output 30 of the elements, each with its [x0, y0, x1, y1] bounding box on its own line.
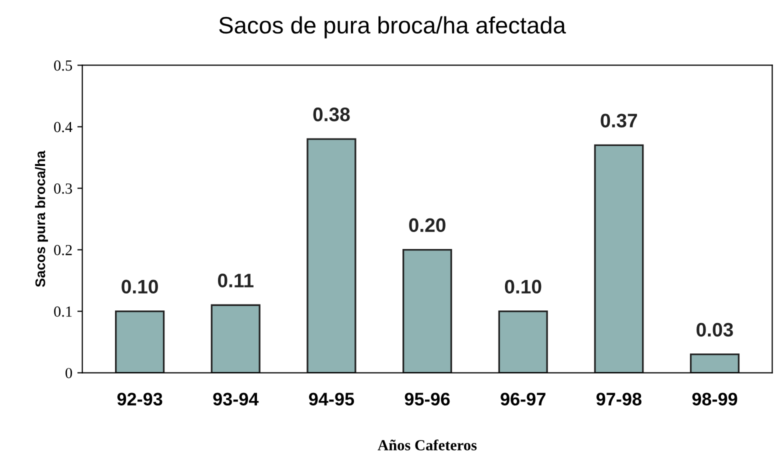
x-tick-label: 95-96: [404, 392, 450, 406]
y-tick-label: 0.2: [54, 244, 72, 256]
y-tick-label: 0.1: [54, 306, 72, 317]
data-label: 0.10: [122, 280, 158, 294]
bar: [306, 138, 356, 373]
x-tick-label: 97-98: [596, 392, 642, 406]
x-tick-label: 93-94: [213, 392, 259, 406]
data-label: 0.10: [504, 280, 542, 294]
data-label: 0.38: [313, 108, 350, 122]
y-tick-label: 0.4: [54, 122, 72, 132]
y-tick-label: 0: [66, 368, 72, 378]
x-axis-title: Años Cafeteros: [378, 439, 477, 450]
bar: [402, 248, 452, 373]
bar: [498, 310, 548, 373]
bar: [115, 310, 165, 373]
y-tick-label: 0.3: [54, 183, 72, 194]
y-axis-title: Sacos pura broca/ha: [35, 150, 48, 287]
bar: [210, 304, 260, 373]
x-tick-label: 98-99: [692, 392, 738, 406]
y-tick-label: 0.5: [54, 60, 72, 71]
bar: [690, 354, 740, 373]
bar: [594, 144, 644, 373]
data-label: 0.11: [218, 274, 254, 288]
x-tick-label: 94-95: [308, 392, 354, 406]
x-tick-label: 92-93: [117, 392, 162, 406]
x-tick-label: 96-97: [500, 392, 546, 406]
data-label: 0.37: [600, 114, 637, 128]
data-label: 0.03: [696, 322, 733, 337]
data-label: 0.20: [409, 218, 446, 232]
chart-title: Sacos de pura broca/ha afectada: [219, 16, 566, 38]
